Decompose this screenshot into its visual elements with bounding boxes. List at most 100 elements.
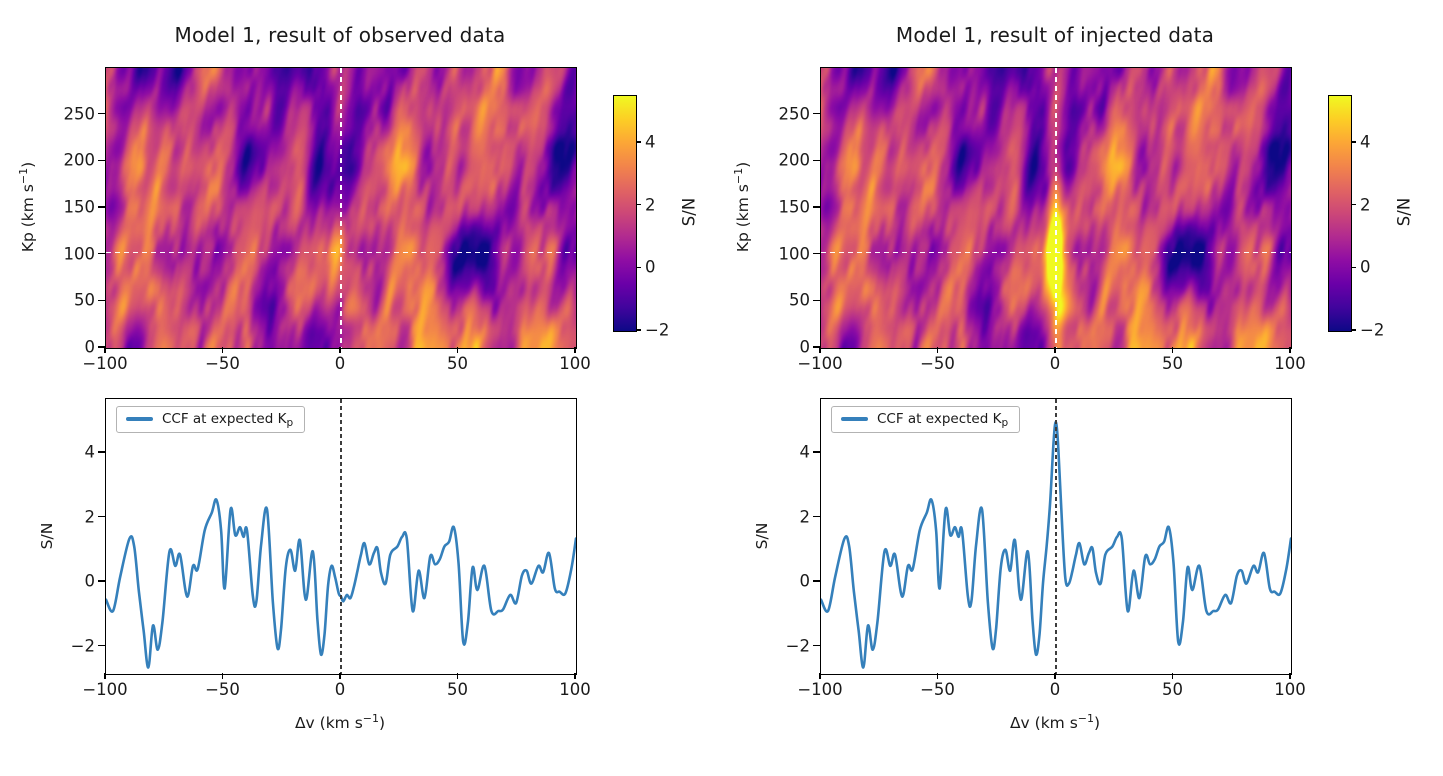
x-tick-label: 100 (559, 680, 591, 699)
colorbar-tick-mark (1351, 141, 1356, 143)
y-tick-mark (98, 206, 105, 208)
y-tick-label: 250 (778, 104, 811, 124)
y-tick-mark (813, 206, 820, 208)
legend: CCF at expected Kp (116, 406, 306, 433)
x-tick-mark (1289, 673, 1291, 679)
kp-axis-label: Kp (km s−1) (732, 161, 752, 252)
label-text: Kp (km s (19, 184, 37, 253)
subscript: p (286, 417, 294, 429)
x-tick-mark (1054, 673, 1056, 679)
x-tick-mark (574, 347, 576, 353)
x-tick-label: −100 (82, 354, 128, 373)
colorbar-tick-mark (1351, 329, 1356, 331)
label-text: Δv (km s (294, 714, 363, 732)
y-tick-mark (98, 346, 105, 348)
x-tick-label: 0 (334, 680, 346, 699)
y-tick-label: 150 (63, 197, 96, 217)
label-text: Δv (km s (1009, 714, 1078, 732)
colorbar-tick-mark (1351, 204, 1356, 206)
x-tick-label: −100 (797, 680, 843, 699)
kp-axis-label: Kp (km s−1) (17, 162, 37, 253)
colorbar-tick-label: 0 (1360, 257, 1371, 277)
y-tick-label: 0 (84, 337, 96, 357)
crosshair-vertical-line (340, 68, 342, 348)
x-tick-mark (339, 347, 341, 353)
y-tick-label: 200 (63, 150, 96, 170)
y-tick-label: 0 (799, 571, 811, 591)
y-tick-label: 50 (789, 290, 810, 310)
y-tick-mark (813, 253, 820, 255)
x-tick-mark (339, 673, 341, 679)
x-tick-mark (1289, 347, 1291, 353)
x-tick-label: 50 (447, 354, 468, 373)
y-tick-mark (98, 253, 105, 255)
x-tick-mark (1171, 673, 1174, 679)
ccf-panel-observed: CCF at expected Kp (105, 398, 577, 675)
colorbar-tick-label: 4 (1360, 132, 1371, 152)
superscript: −1 (362, 712, 379, 725)
dv-axis-label: Δv (km s−1) (820, 712, 1290, 732)
label-text: ) (734, 161, 752, 168)
legend-line-sample (841, 417, 868, 421)
x-tick-mark (456, 347, 459, 353)
zero-velocity-dashed-line (340, 399, 342, 674)
x-tick-label: 50 (1162, 354, 1183, 373)
x-tick-mark (819, 347, 821, 353)
colorbar-tick-mark (1351, 266, 1356, 268)
label-text: CCF at expected K (877, 411, 1002, 427)
y-tick-mark (98, 515, 105, 518)
y-tick-mark (813, 299, 820, 301)
x-tick-mark (104, 347, 106, 353)
x-tick-label: 50 (447, 680, 468, 699)
sn-axis-label: S/N (753, 522, 771, 550)
crosshair-horizontal-line (106, 252, 576, 254)
colorbar-tick-mark (636, 204, 641, 206)
x-tick-label: 100 (1274, 354, 1306, 373)
y-tick-mark (813, 644, 820, 647)
y-tick-label: −2 (70, 636, 95, 655)
x-tick-label: 0 (334, 354, 346, 373)
y-tick-mark (813, 451, 820, 453)
x-tick-label: 100 (1274, 680, 1306, 699)
x-tick-mark (574, 673, 576, 679)
y-tick-label: 200 (778, 150, 811, 170)
x-tick-label: −100 (82, 680, 128, 699)
y-tick-mark (98, 299, 105, 301)
y-tick-mark (813, 580, 820, 582)
y-tick-mark (98, 644, 105, 647)
y-tick-label: 4 (84, 442, 96, 462)
legend: CCF at expected Kp (831, 406, 1021, 433)
superscript: −1 (732, 167, 745, 185)
crosshair-vertical-line (1055, 68, 1057, 348)
x-tick-label: −50 (205, 680, 240, 699)
panel-title-injected: Model 1, result of injected data (895, 23, 1215, 47)
y-tick-mark (813, 515, 820, 518)
y-tick-mark (98, 113, 105, 115)
x-tick-mark (221, 347, 224, 353)
y-tick-label: 2 (84, 507, 96, 526)
zero-velocity-dashed-line (1055, 399, 1057, 674)
y-tick-label: 0 (799, 337, 811, 357)
x-tick-label: −50 (920, 354, 955, 373)
colorbar-tick-label: −2 (1360, 320, 1385, 340)
x-tick-label: −50 (205, 354, 240, 373)
y-tick-label: 50 (74, 290, 95, 310)
x-tick-mark (221, 673, 224, 679)
y-tick-label: −2 (785, 636, 810, 655)
label-text: ) (378, 714, 386, 732)
dv-axis-label: Δv (km s−1) (105, 712, 575, 732)
x-tick-mark (936, 673, 939, 679)
x-tick-label: −50 (920, 680, 955, 699)
legend-label: CCF at expected Kp (877, 411, 1008, 429)
legend-line-sample (126, 417, 153, 421)
superscript: −1 (17, 167, 30, 185)
y-tick-label: 0 (84, 571, 96, 591)
x-tick-label: 100 (559, 354, 591, 373)
y-tick-label: 2 (799, 507, 811, 526)
colorbar-sn-label: S/N (679, 197, 699, 227)
heatmap-panel-injected (820, 67, 1292, 349)
sn-axis-label: S/N (38, 522, 56, 550)
legend-label: CCF at expected Kp (162, 411, 294, 429)
x-tick-mark (936, 347, 939, 353)
y-tick-mark (98, 159, 105, 161)
